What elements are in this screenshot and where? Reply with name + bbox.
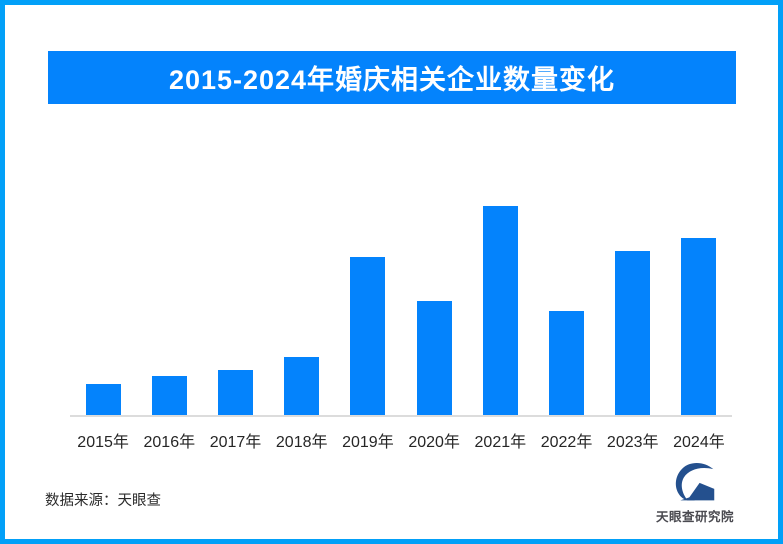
- chart-title-banner: 2015-2024年婚庆相关企业数量变化: [48, 51, 736, 104]
- x-axis-labels: 2015年 2016年 2017年 2018年 2019年 2020年 2021年 2022年…: [70, 428, 732, 452]
- bar-slot: [202, 187, 268, 415]
- bar-2015年: [85, 384, 121, 415]
- bar-slot: [70, 187, 136, 415]
- bar-2024年: [681, 237, 717, 415]
- x-axis-label: 2017年: [209, 434, 262, 451]
- tianyancha-logo-icon: [675, 463, 715, 501]
- bar-2017年: [218, 370, 253, 415]
- bar-2023年: [615, 251, 651, 415]
- bar-2020年: [416, 301, 452, 415]
- bar-slot: [401, 187, 467, 415]
- bar-2018年: [284, 356, 320, 415]
- x-axis-label: 2023年: [606, 434, 659, 451]
- data-source-note: 数据来源：天眼查: [45, 493, 161, 509]
- bar-2019年: [350, 257, 386, 415]
- bar-slot: [335, 187, 401, 415]
- bar-2016年: [151, 376, 187, 415]
- x-axis-label: 2016年: [143, 434, 196, 451]
- bar-2022年: [549, 310, 585, 415]
- logo: 天眼查研究院: [650, 460, 740, 525]
- bar-slot: [533, 187, 599, 415]
- plot-area: [70, 187, 732, 417]
- x-axis-label: 2019年: [342, 434, 394, 451]
- x-axis-label: 2015年: [77, 434, 129, 451]
- bar-slot: [600, 187, 666, 415]
- x-axis-label: 2024年: [673, 434, 725, 451]
- bar-slot: [467, 187, 533, 415]
- bar-2021年: [482, 205, 518, 415]
- page-title: 2015-2024年婚庆相关企业数量变化: [168, 65, 616, 95]
- logo-text: 天眼查研究院: [655, 510, 734, 524]
- x-axis-label: 2022年: [540, 434, 593, 451]
- x-axis-label: 2018年: [275, 434, 328, 451]
- bar-slot: [269, 187, 335, 415]
- bar-slot: [136, 187, 202, 415]
- bar-slot: [666, 187, 732, 415]
- x-axis-label: 2021年: [474, 434, 527, 451]
- x-axis-label: 2020年: [408, 434, 460, 451]
